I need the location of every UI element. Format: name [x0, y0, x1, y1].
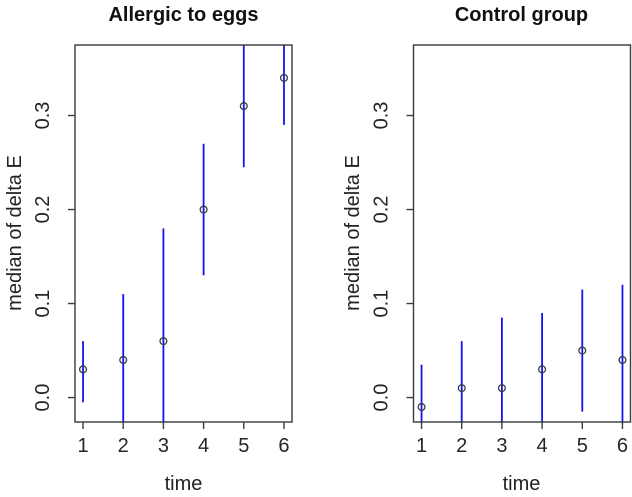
x-tick-label: 2	[118, 435, 129, 457]
x-tick-label: 3	[496, 435, 507, 457]
y-tick-label: 0.3	[32, 102, 54, 130]
x-tick-label: 1	[77, 435, 88, 457]
panel-title-allergic: Allergic to eggs	[108, 4, 259, 26]
panel-title-control: Control group	[454, 4, 589, 26]
data-point	[159, 337, 168, 346]
data-point	[538, 365, 547, 374]
data-point	[417, 402, 426, 412]
panel-allergic: 0.0 0.1 0.2 0.3 1 2 3 4 5 6	[32, 44, 293, 457]
y-axis-label-right: median of delta E	[342, 155, 364, 311]
y-tick-label: 0.2	[371, 196, 393, 224]
x-axis-label-right: time	[502, 473, 541, 495]
x-tick-label: 2	[456, 435, 467, 457]
data-point	[78, 365, 88, 374]
data-point	[618, 355, 627, 365]
y-tick-label: 0.3	[371, 102, 393, 130]
x-tick-label: 1	[416, 435, 427, 457]
x-tick-label: 6	[617, 435, 628, 457]
data-point	[119, 355, 128, 365]
y-tick-label: 0.1	[371, 290, 393, 318]
x-tick-label: 5	[577, 435, 588, 457]
y-tick-label: 0.1	[32, 290, 54, 318]
data-point	[199, 205, 208, 214]
y-tick-label: 0.0	[371, 384, 393, 412]
y-axis-label-left: median of delta E	[4, 155, 26, 311]
data-point	[239, 102, 248, 111]
panel-control: 0.0 0.1 0.2 0.3 1 2 3 4 5 6	[371, 44, 632, 457]
x-tick-label: 6	[278, 435, 289, 457]
data-point	[457, 384, 466, 393]
plot-box	[74, 44, 293, 423]
data-point	[578, 346, 587, 355]
plot-box	[412, 44, 632, 423]
data-point	[497, 384, 506, 393]
x-tick-label: 5	[238, 435, 249, 457]
x-tick-label: 4	[198, 435, 209, 457]
data-point	[279, 73, 289, 82]
x-tick-label: 3	[158, 435, 169, 457]
y-tick-label: 0.0	[32, 384, 54, 412]
y-tick-label: 0.2	[32, 196, 54, 224]
x-axis-label-left: time	[164, 473, 203, 495]
x-tick-label: 4	[537, 435, 548, 457]
